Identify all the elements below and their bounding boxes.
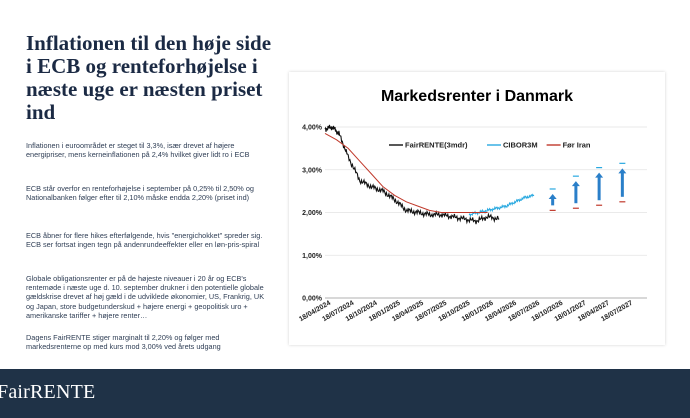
- forecast-arrow-icon: [571, 181, 580, 204]
- paragraph-more-hikes: ECB åbner for flere hikes efterfølgende,…: [26, 231, 263, 250]
- legend-label: CIBOR3M: [503, 141, 538, 150]
- paragraph-ecb-hike: ECB står overfor en renteforhøjelse i se…: [26, 184, 254, 203]
- forecast-arrow-icon: [595, 172, 604, 201]
- y-tick-label: 0,00%: [302, 296, 323, 303]
- chart-card: Markedsrenter i Danmark 4,00% 3,00% 2,00% 1…: [289, 72, 665, 345]
- paragraph-inflation: Inflationen i euroområdet er steget til …: [26, 141, 250, 160]
- headline: Inflationen til den høje side i ECB og r…: [26, 31, 272, 124]
- y-tick-label: 4,00%: [302, 125, 323, 132]
- legend-label: Før Iran: [563, 141, 591, 150]
- y-tick-label: 2,00%: [302, 210, 323, 217]
- forecast-arrow-icon: [548, 193, 557, 206]
- paragraph-fairrente-today: Dagens FairRENTE stiger marginalt til 2,…: [26, 333, 221, 352]
- paragraph-global-bonds: Globale obligationsrenter er på de højes…: [26, 274, 265, 320]
- forecast-arrow-icon: [618, 168, 627, 197]
- footer-bar: FairRENTE: [0, 369, 690, 418]
- chart-title: Markedsrenter i Danmark: [381, 88, 573, 105]
- series-line-f-r-iran: [324, 132, 488, 213]
- series-line-fairrente-3mdr-: [324, 124, 500, 225]
- legend-label: FairRENTE(3mdr): [405, 141, 468, 150]
- y-tick-label: 1,00%: [302, 253, 323, 260]
- brand-logo: FairRENTE: [0, 381, 96, 403]
- y-tick-label: 3,00%: [302, 167, 323, 174]
- markedsrenter-chart: Markedsrenter i Danmark 4,00% 3,00% 2,00% 1…: [298, 88, 647, 323]
